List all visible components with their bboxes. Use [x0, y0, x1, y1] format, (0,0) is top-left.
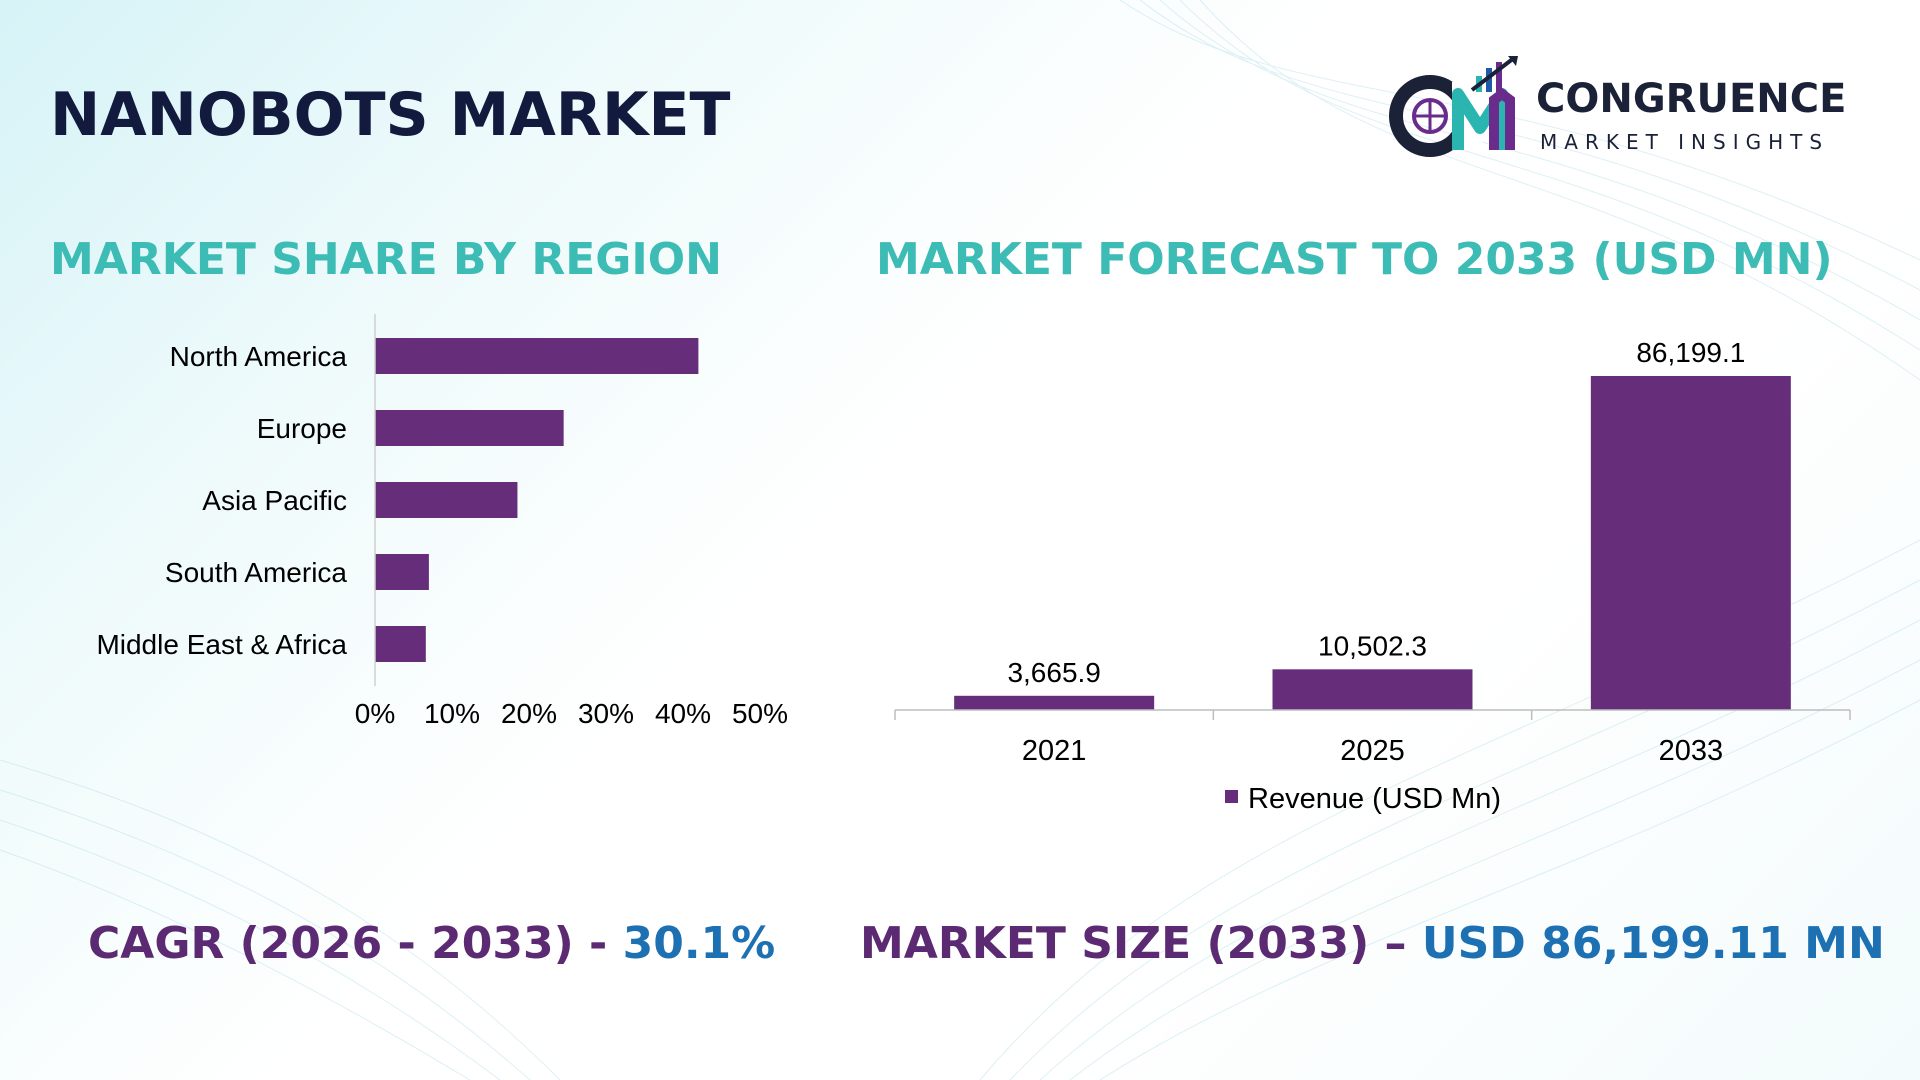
region-bar	[375, 554, 429, 590]
region-x-tick-label: 20%	[501, 698, 557, 729]
forecast-category-label: 2025	[1340, 735, 1405, 767]
forecast-bar	[954, 695, 1155, 710]
company-logo: CONGRUENCE MARKET INSIGHTS	[1384, 54, 1864, 158]
region-bar	[375, 482, 518, 518]
region-category-label: North America	[170, 341, 348, 372]
logo-mark-icon	[1389, 56, 1518, 157]
region-category-label: Asia Pacific	[202, 485, 347, 516]
logo-subtitle: MARKET INSIGHTS	[1540, 130, 1830, 154]
cagr-stat: CAGR (2026 - 2033) - 30.1%	[88, 918, 775, 969]
page-title: NANOBOTS MARKET	[50, 80, 731, 150]
region-x-tick-label: 40%	[655, 698, 711, 729]
forecast-data-label: 3,665.9	[1007, 657, 1100, 688]
forecast-section-title: MARKET FORECAST TO 2033 (USD MN)	[876, 234, 1833, 285]
region-share-chart: North America Europe Asia Pacific South Ame…	[96, 314, 788, 729]
logo-name: CONGRUENCE	[1536, 76, 1847, 122]
region-x-tick-label: 10%	[424, 698, 480, 729]
forecast-data-label: 10,502.3	[1318, 630, 1427, 661]
forecast-legend-swatch	[1225, 790, 1238, 803]
cagr-value: 30.1%	[622, 918, 776, 969]
region-category-label: Middle East & Africa	[96, 629, 347, 660]
forecast-category-label: 2033	[1659, 735, 1724, 767]
forecast-bar	[1272, 669, 1473, 710]
region-section-title: MARKET SHARE BY REGION	[50, 234, 722, 285]
forecast-chart: 3,665.9 10,502.3 86,199.1 2021 2025 2033 Rev…	[894, 337, 1851, 815]
forecast-legend-label: Revenue (USD Mn)	[1248, 783, 1501, 815]
market-size-value: USD 86,199.11 MN	[1421, 918, 1885, 969]
forecast-category-label: 2021	[1022, 735, 1087, 767]
market-size-stat: MARKET SIZE (2033) – USD 86,199.11 MN	[860, 918, 1885, 969]
region-x-tick-label: 50%	[732, 698, 788, 729]
region-bar	[375, 338, 699, 374]
region-bar	[375, 410, 564, 446]
market-size-label: MARKET SIZE (2033) –	[860, 918, 1422, 969]
region-x-tick-label: 0%	[355, 698, 395, 729]
forecast-bar	[1590, 376, 1791, 710]
region-x-tick-label: 30%	[578, 698, 634, 729]
region-category-label: South America	[165, 557, 348, 588]
forecast-data-label: 86,199.1	[1636, 337, 1745, 368]
region-category-label: Europe	[257, 413, 347, 444]
region-bar	[375, 626, 426, 662]
cagr-label: CAGR (2026 - 2033) -	[88, 918, 623, 969]
